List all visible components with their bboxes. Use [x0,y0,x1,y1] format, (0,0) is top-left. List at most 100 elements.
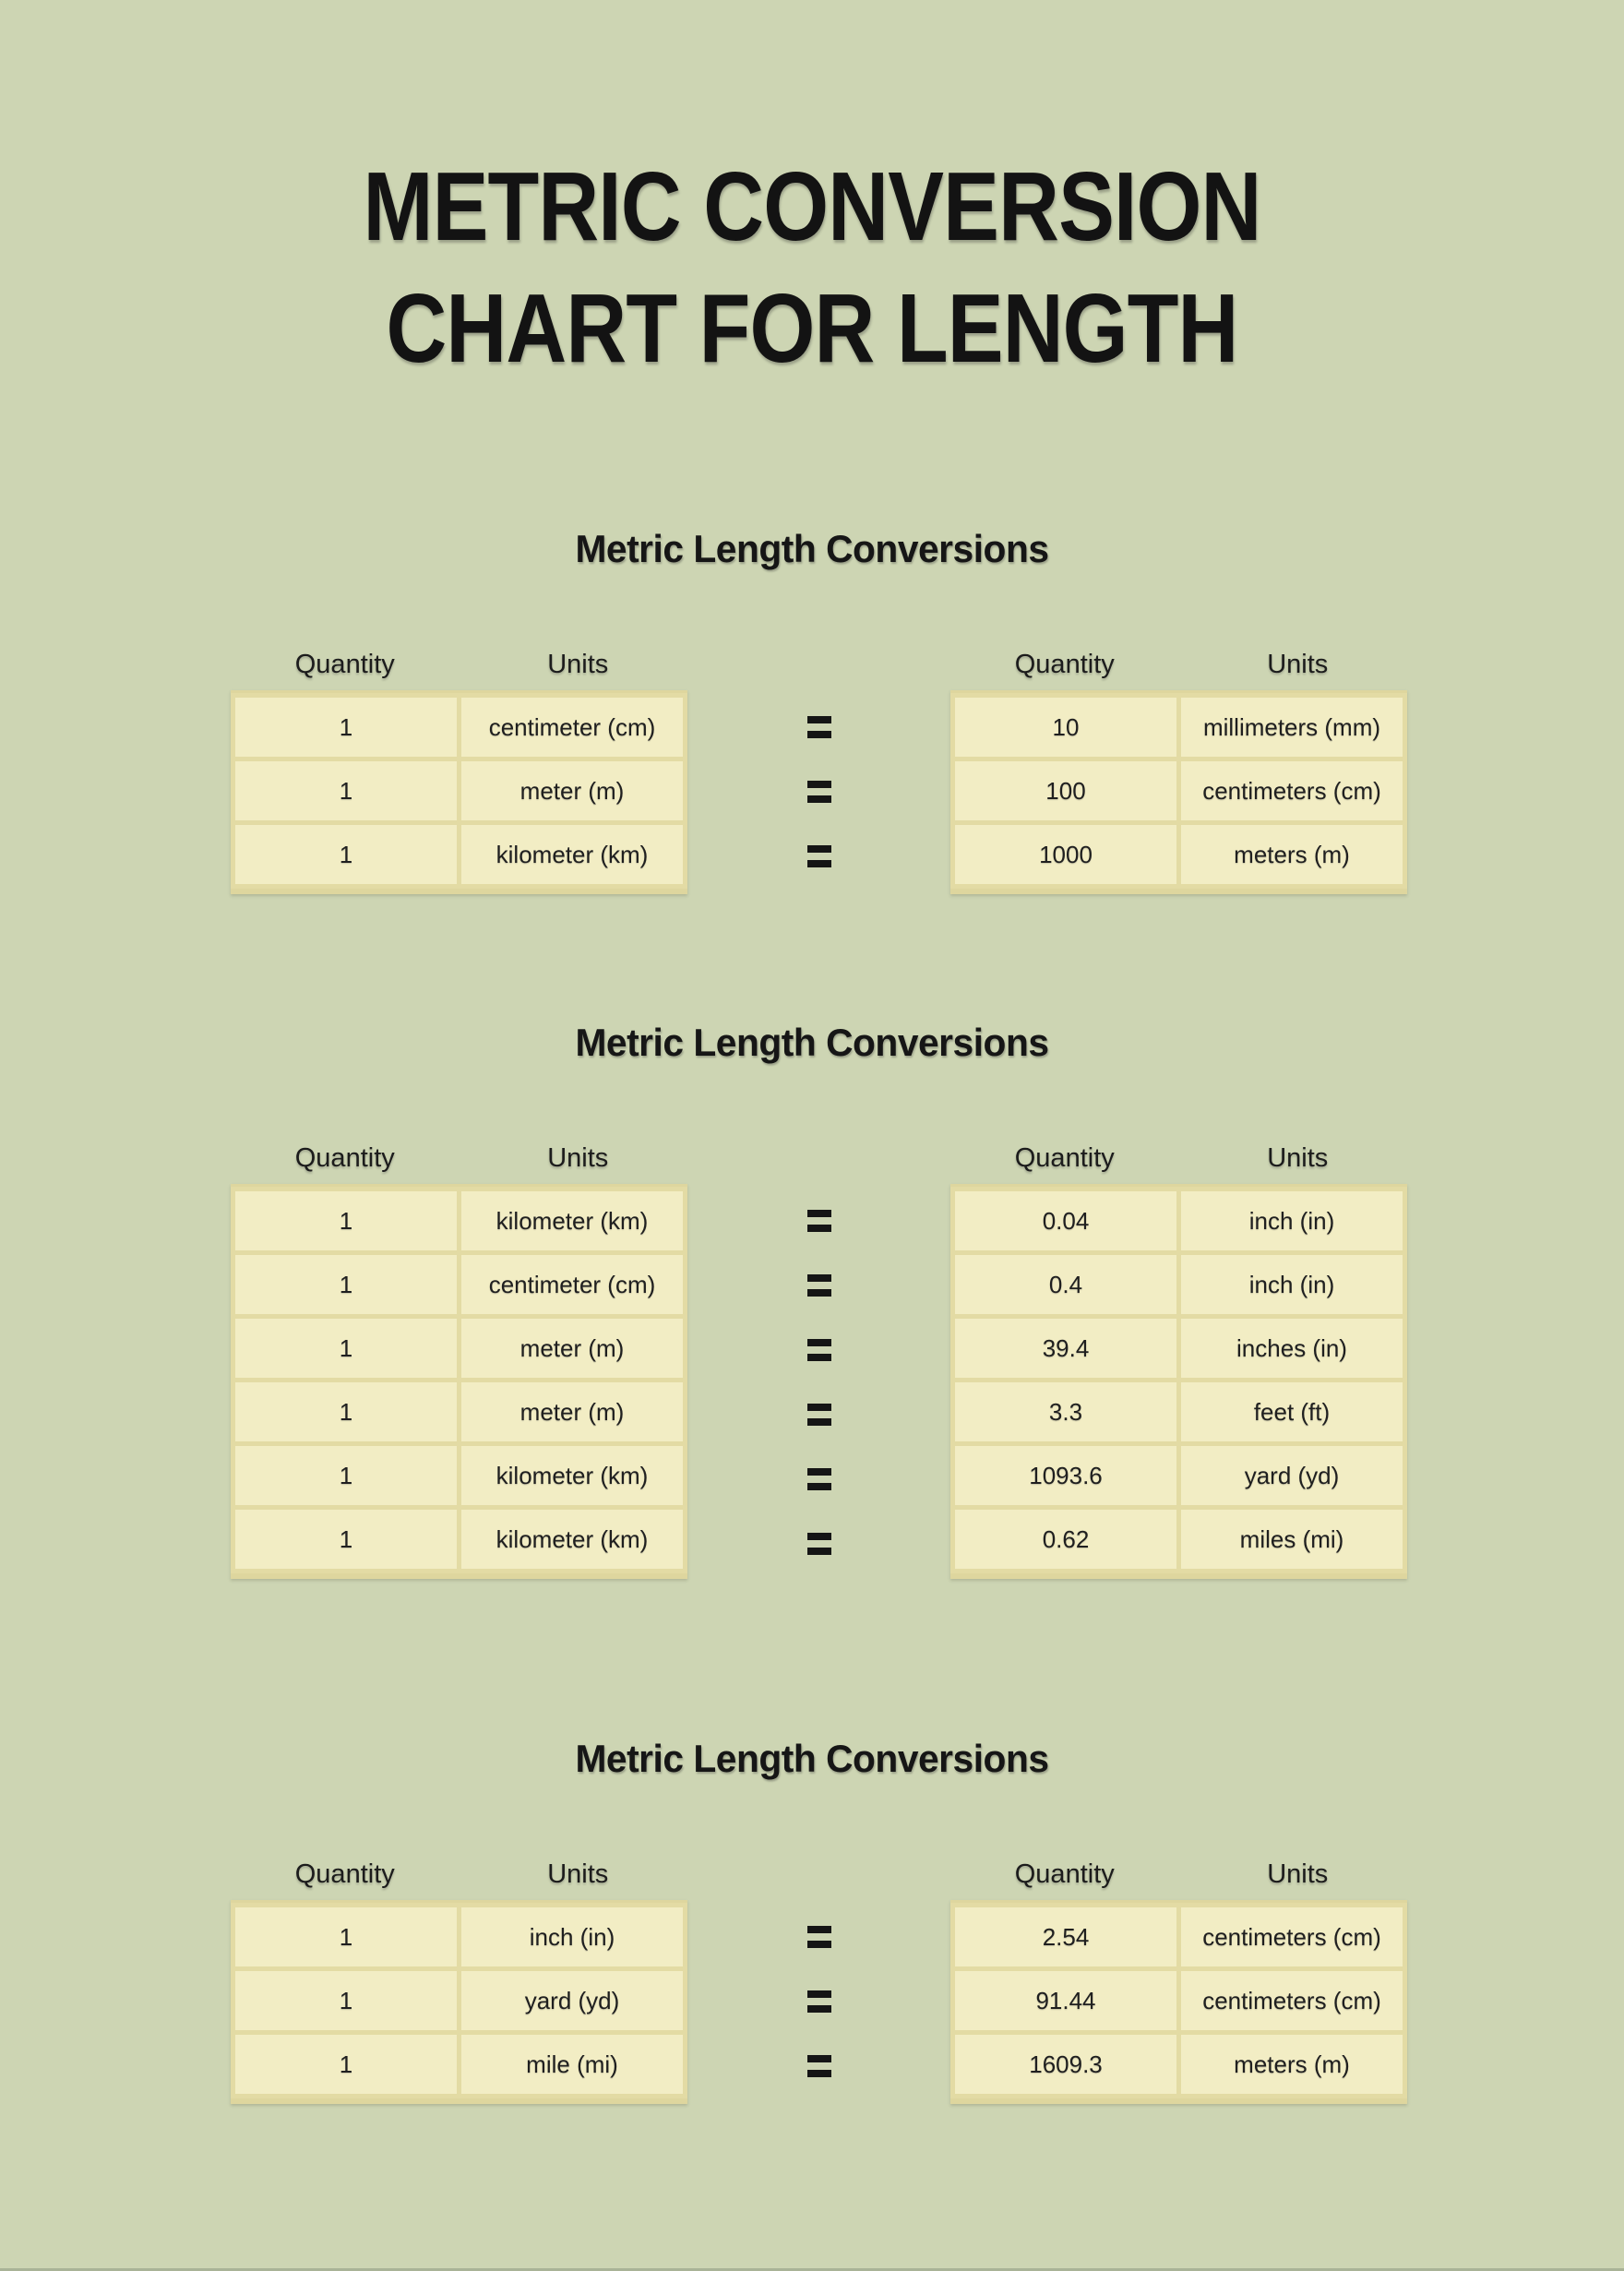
left-side: Quantity Units 1 centimeter (cm) 1 meter… [231,646,687,894]
equals-icon [806,1990,831,2013]
column-headers: Quantity Units [231,646,687,683]
units-cell: centimeter (cm) [461,1255,683,1314]
equals-slot: = [806,1905,831,1969]
units-cell: kilometer (km) [461,1191,683,1250]
equals-column: = = = [687,1856,950,2098]
quantity-cell: 0.62 [955,1510,1176,1569]
units-cell: kilometer (km) [461,825,683,884]
page-title: METRIC CONVERSION CHART FOR LENGTH [113,146,1511,389]
equals-slot: = [806,759,831,824]
equals-icon [806,1404,831,1426]
equals-slot: = [806,1189,831,1253]
quantity-cell: 1000 [955,825,1176,884]
quantity-cell: 0.04 [955,1191,1176,1250]
quantity-cell: 1 [235,1510,457,1569]
units-column-header: Units [547,1859,609,1889]
quantity-column-header: Quantity [1014,1859,1115,1889]
table-row: 1 mile (mi) [235,2035,683,2094]
right-conversion-table: 0.04 inch (in) 0.4 inch (in) 39.4 inches… [950,1184,1407,1579]
quantity-cell: 1 [235,1319,457,1378]
units-cell: meter (m) [461,1382,683,1441]
quantity-column-header: Quantity [1014,1142,1115,1173]
equals-slot: = [806,1969,831,2034]
conversion-section-1: Metric Length Conversions Quantity Units… [0,526,1624,894]
units-cell: meters (m) [1181,825,1403,884]
table-row: 0.4 inch (in) [955,1255,1403,1314]
units-cell: kilometer (km) [461,1446,683,1505]
table-row: 1 centimeter (cm) [235,1255,683,1314]
table-row: 1 kilometer (km) [235,1191,683,1250]
column-headers: Quantity Units [950,646,1407,683]
tables-row: Quantity Units 1 kilometer (km) 1 centim… [0,1140,1624,1579]
right-side: Quantity Units 0.04 inch (in) 0.4 inch (… [950,1140,1407,1579]
table-row: 1 meter (m) [235,1382,683,1441]
quantity-cell: 3.3 [955,1382,1176,1441]
equals-slot: = [806,695,831,759]
equals-icon [806,1926,831,1948]
quantity-cell: 0.4 [955,1255,1176,1314]
table-row: 100 centimeters (cm) [955,761,1403,820]
left-side: Quantity Units 1 kilometer (km) 1 centim… [231,1140,687,1579]
equals-slot: = [806,1382,831,1447]
page-title-line2: CHART FOR LENGTH [386,274,1238,383]
left-conversion-table: 1 inch (in) 1 yard (yd) 1 mile (mi) [231,1900,687,2104]
quantity-column-header: Quantity [294,649,395,679]
units-cell: yard (yd) [461,1971,683,2030]
right-side: Quantity Units 10 millimeters (mm) 100 c… [950,646,1407,894]
units-cell: centimeter (cm) [461,698,683,757]
table-row: 1609.3 meters (m) [955,2035,1403,2094]
equals-slot: = [806,1512,831,1576]
quantity-cell: 1 [235,1191,457,1250]
quantity-cell: 1093.6 [955,1446,1176,1505]
units-cell: centimeters (cm) [1181,761,1403,820]
conversion-section-3: Metric Length Conversions Quantity Units… [0,1736,1624,2104]
quantity-cell: 1 [235,1255,457,1314]
column-headers: Quantity Units [950,1140,1407,1177]
table-row: 39.4 inches (in) [955,1319,1403,1378]
units-column-header: Units [547,649,609,679]
column-headers: Quantity Units [231,1856,687,1893]
units-cell: inch (in) [1181,1191,1403,1250]
right-conversion-table: 2.54 centimeters (cm) 91.44 centimeters … [950,1900,1407,2104]
equals-slot: = [806,1253,831,1318]
equals-icon [806,1210,831,1232]
equals-slot: = [806,1318,831,1382]
table-row: 2.54 centimeters (cm) [955,1907,1403,1966]
units-cell: millimeters (mm) [1181,698,1403,757]
quantity-cell: 1 [235,698,457,757]
table-row: 1 inch (in) [235,1907,683,1966]
units-cell: meter (m) [461,1319,683,1378]
quantity-cell: 2.54 [955,1907,1176,1966]
units-cell: meters (m) [1181,2035,1403,2094]
table-row: 10 millimeters (mm) [955,698,1403,757]
equals-icon [806,1468,831,1490]
units-cell: inch (in) [461,1907,683,1966]
units-cell: kilometer (km) [461,1510,683,1569]
equals-icon [806,1274,831,1297]
table-row: 1 centimeter (cm) [235,698,683,757]
equals-slot: = [806,1447,831,1512]
left-conversion-table: 1 centimeter (cm) 1 meter (m) 1 kilomete… [231,690,687,894]
quantity-cell: 1 [235,2035,457,2094]
units-cell: inches (in) [1181,1319,1403,1378]
table-row: 1 kilometer (km) [235,1446,683,1505]
conversion-section-2: Metric Length Conversions Quantity Units… [0,1020,1624,1579]
quantity-cell: 100 [955,761,1176,820]
quantity-column-header: Quantity [294,1859,395,1889]
units-cell: feet (ft) [1181,1382,1403,1441]
section-title: Metric Length Conversions [575,1737,1049,1780]
units-column-header: Units [547,1142,609,1173]
equals-icon [806,1339,831,1361]
right-side: Quantity Units 2.54 centimeters (cm) 91.… [950,1856,1407,2104]
units-cell: mile (mi) [461,2035,683,2094]
quantity-cell: 1 [235,1907,457,1966]
equals-icon [806,845,831,867]
table-row: 1000 meters (m) [955,825,1403,884]
units-cell: centimeters (cm) [1181,1971,1403,2030]
units-cell: miles (mi) [1181,1510,1403,1569]
column-headers: Quantity Units [231,1140,687,1177]
section-title: Metric Length Conversions [575,1021,1049,1064]
table-row: 3.3 feet (ft) [955,1382,1403,1441]
tables-row: Quantity Units 1 inch (in) 1 yard (yd) [0,1856,1624,2104]
table-row: 1 meter (m) [235,761,683,820]
